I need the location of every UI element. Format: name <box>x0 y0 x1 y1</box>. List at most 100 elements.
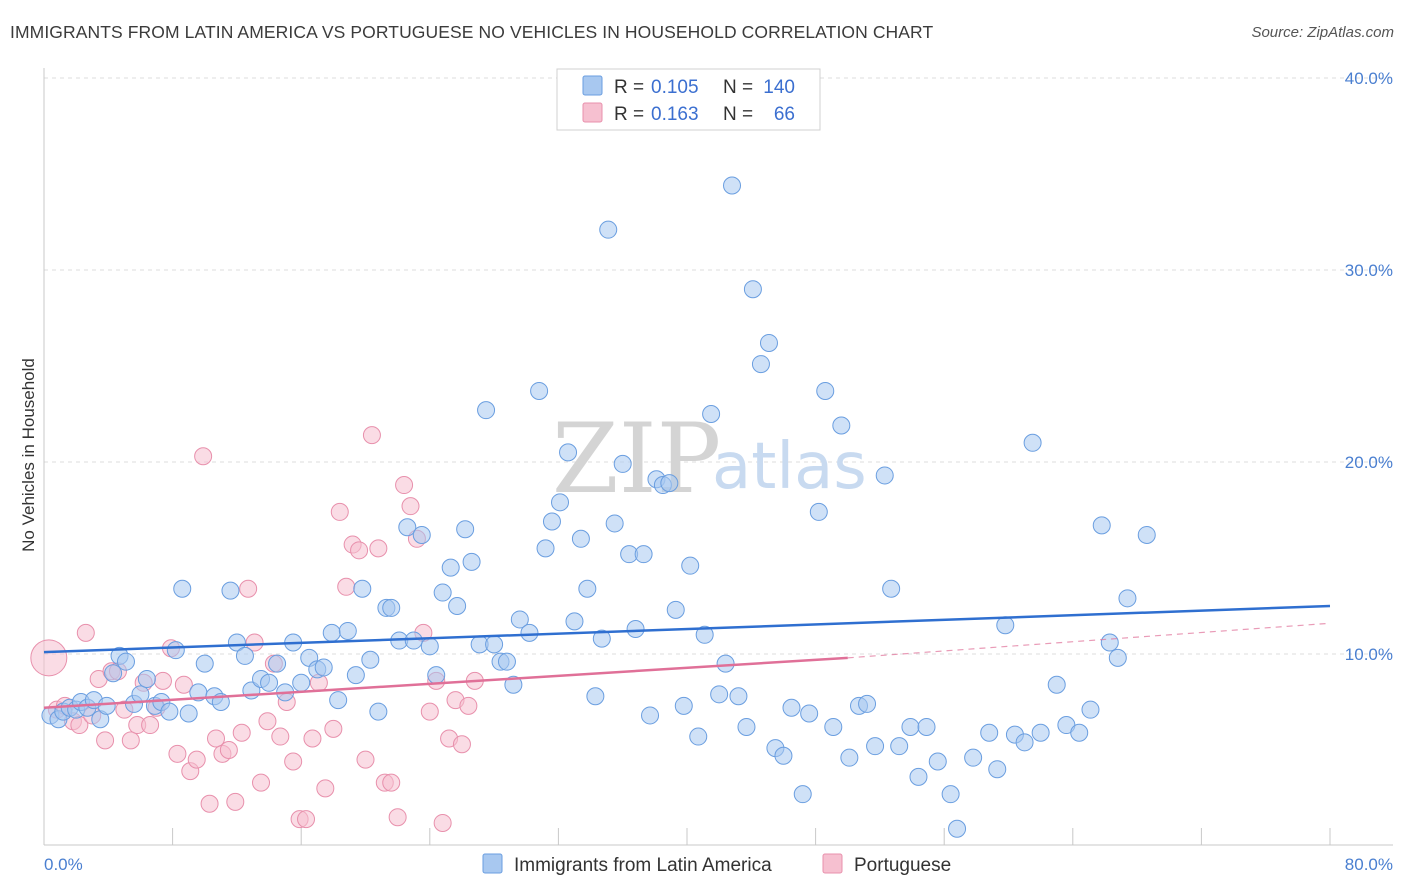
latin-america-point <box>901 717 920 736</box>
latin-america-point <box>1047 675 1066 694</box>
latin-america-point <box>702 405 721 423</box>
latin-america-point <box>530 381 549 400</box>
portuguese-point <box>239 579 258 598</box>
latin-america-point <box>586 687 605 706</box>
latin-america-point <box>221 581 240 600</box>
portuguese-point <box>395 476 414 495</box>
latin-america-point <box>353 579 372 598</box>
portuguese-point <box>141 716 160 735</box>
latin-america-point <box>404 631 423 650</box>
legend-n-value: 66 <box>774 104 795 125</box>
series-label-portuguese: Portuguese <box>854 855 951 876</box>
watermark-zip: ZIP <box>552 403 721 515</box>
latin-america-point <box>599 220 618 239</box>
watermark-atlas: atlas <box>712 430 867 504</box>
latin-america-point <box>948 819 967 838</box>
legend-swatch-pink <box>582 102 603 123</box>
portuguese-point <box>76 623 95 642</box>
latin-america-point <box>427 666 446 685</box>
latin-america-point <box>559 443 578 462</box>
series-label-latin-america: Immigrants from Latin America <box>514 855 772 876</box>
portuguese-point <box>420 702 439 721</box>
latin-america-point <box>1031 723 1050 742</box>
latin-america-point <box>166 641 185 660</box>
latin-america-point <box>179 704 198 723</box>
portuguese-point <box>194 447 213 466</box>
latin-america-point <box>520 623 539 642</box>
latin-america-point <box>928 752 947 771</box>
latin-america-point <box>260 673 279 692</box>
latin-america-point <box>674 696 693 715</box>
latin-america-point <box>890 737 909 756</box>
latin-america-point <box>666 600 685 619</box>
portuguese-point <box>153 671 172 690</box>
latin-america-point <box>1015 733 1034 752</box>
latin-america-point <box>660 474 679 493</box>
latin-america-point <box>235 646 254 665</box>
latin-america-point <box>1100 633 1119 652</box>
latin-america-point <box>723 176 742 195</box>
x-tick-min: 0.0% <box>44 855 83 874</box>
portuguese-point <box>168 744 187 763</box>
latin-america-point <box>1108 648 1127 667</box>
latin-america-point <box>369 702 388 721</box>
latin-america-point <box>510 610 529 629</box>
latin-america-point <box>329 691 348 710</box>
latin-america-point <box>322 623 341 642</box>
latin-america-point <box>626 620 645 639</box>
portuguese-point <box>324 719 343 738</box>
latin-america-point <box>160 702 179 721</box>
portuguese-point <box>382 773 401 792</box>
portuguese-point <box>330 502 349 521</box>
latin-america-point <box>314 658 333 677</box>
portuguese-point <box>187 750 206 769</box>
latin-america-point <box>800 704 819 723</box>
latin-america-point <box>689 727 708 746</box>
portuguese-point <box>369 539 388 558</box>
portuguese-point <box>232 723 251 742</box>
latin-america-point <box>97 696 116 715</box>
latin-america-point <box>571 529 590 548</box>
legend-n-label: N = <box>723 104 753 125</box>
latin-america-point <box>809 502 828 521</box>
latin-america-point <box>268 654 287 673</box>
y-tick-label: 30.0% <box>1345 261 1393 280</box>
latin-america-point <box>710 685 729 704</box>
latin-america-trend-line <box>43 604 1331 654</box>
legend-r-value: 0.163 <box>651 104 699 125</box>
portuguese-point <box>30 639 68 677</box>
latin-america-point <box>917 717 936 736</box>
latin-america-point <box>497 652 516 671</box>
latin-america-point <box>634 545 653 564</box>
legend-r-label: R = <box>614 104 644 125</box>
latin-america-point <box>793 785 812 804</box>
legend-r-value: 0.105 <box>651 77 699 98</box>
chart-title: IMMIGRANTS FROM LATIN AMERICA VS PORTUGU… <box>10 22 934 42</box>
latin-america-point <box>173 579 192 598</box>
latin-america-point <box>433 583 452 602</box>
latin-america-point <box>504 675 523 694</box>
latin-america-point <box>542 512 561 531</box>
latin-america-point <box>137 669 156 688</box>
latin-america-point <box>681 556 700 575</box>
y-tick-label: 40.0% <box>1345 69 1393 88</box>
latin-america-point <box>729 687 748 706</box>
latin-america-point <box>996 616 1015 635</box>
legend-r-label: R = <box>614 77 644 98</box>
portuguese-point <box>96 731 115 750</box>
latin-america-point <box>988 760 1007 779</box>
latin-america-point <box>1137 525 1156 544</box>
latin-america-point <box>743 280 762 299</box>
latin-america-point <box>420 637 439 656</box>
latin-america-point <box>866 737 885 756</box>
portuguese-trend-extension <box>847 622 1331 659</box>
portuguese-point <box>121 731 140 750</box>
portuguese-point <box>316 779 335 798</box>
latin-america-point <box>338 621 357 640</box>
portuguese-point <box>284 752 303 771</box>
latin-america-point <box>1081 700 1100 719</box>
latin-america-point <box>195 654 214 673</box>
latin-america-point <box>641 706 660 725</box>
portuguese-point <box>200 794 219 813</box>
latin-america-point <box>759 333 778 352</box>
